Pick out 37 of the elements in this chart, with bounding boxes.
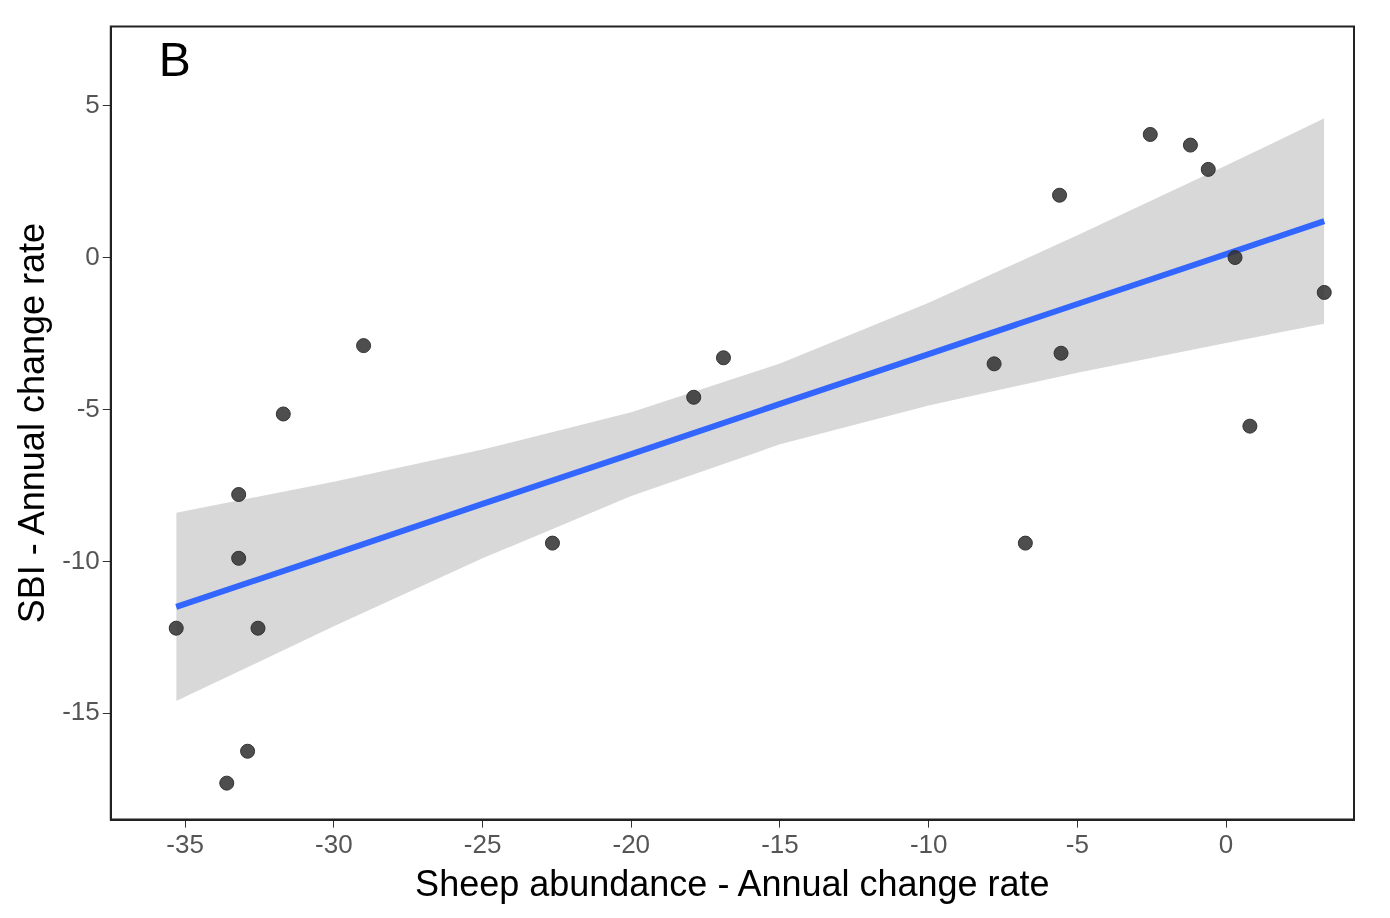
y-tick-label: 5 <box>85 88 100 119</box>
y-tick-label: -10 <box>62 544 100 575</box>
y-axis-title: SBI - Annual change rate <box>10 222 52 624</box>
point <box>250 620 266 636</box>
x-tick-label: 0 <box>1218 829 1234 860</box>
x-axis-title: Sheep abundance - Annual change rate <box>415 863 1050 905</box>
x-tick-label: -20 <box>612 829 651 860</box>
point <box>356 338 372 354</box>
point <box>1227 250 1243 266</box>
x-tick-label: -10 <box>909 829 948 860</box>
x-tick-label: -5 <box>1065 829 1089 860</box>
x-tick-label: -30 <box>315 829 353 860</box>
x-tick-label: -25 <box>463 829 502 860</box>
point <box>231 550 247 566</box>
annotation: B <box>158 32 191 86</box>
point <box>544 535 560 551</box>
point <box>686 389 702 405</box>
point <box>986 356 1002 372</box>
point <box>1142 126 1158 142</box>
x-tick-label: -15 <box>761 829 799 860</box>
point <box>240 743 256 759</box>
point <box>219 775 235 791</box>
y-tick-label: 0 <box>85 240 100 271</box>
y-tick-label: -5 <box>76 392 100 423</box>
x-tick-label: -35 <box>166 829 204 860</box>
point <box>168 620 184 636</box>
point <box>275 406 291 422</box>
point <box>1242 418 1258 434</box>
point <box>231 487 247 502</box>
point <box>715 350 731 366</box>
point <box>1017 535 1033 551</box>
y-tick-label: -15 <box>62 696 100 727</box>
point <box>1182 137 1198 153</box>
point <box>1316 284 1332 300</box>
point <box>1052 187 1068 203</box>
point <box>1200 161 1216 177</box>
point <box>1053 345 1069 361</box>
